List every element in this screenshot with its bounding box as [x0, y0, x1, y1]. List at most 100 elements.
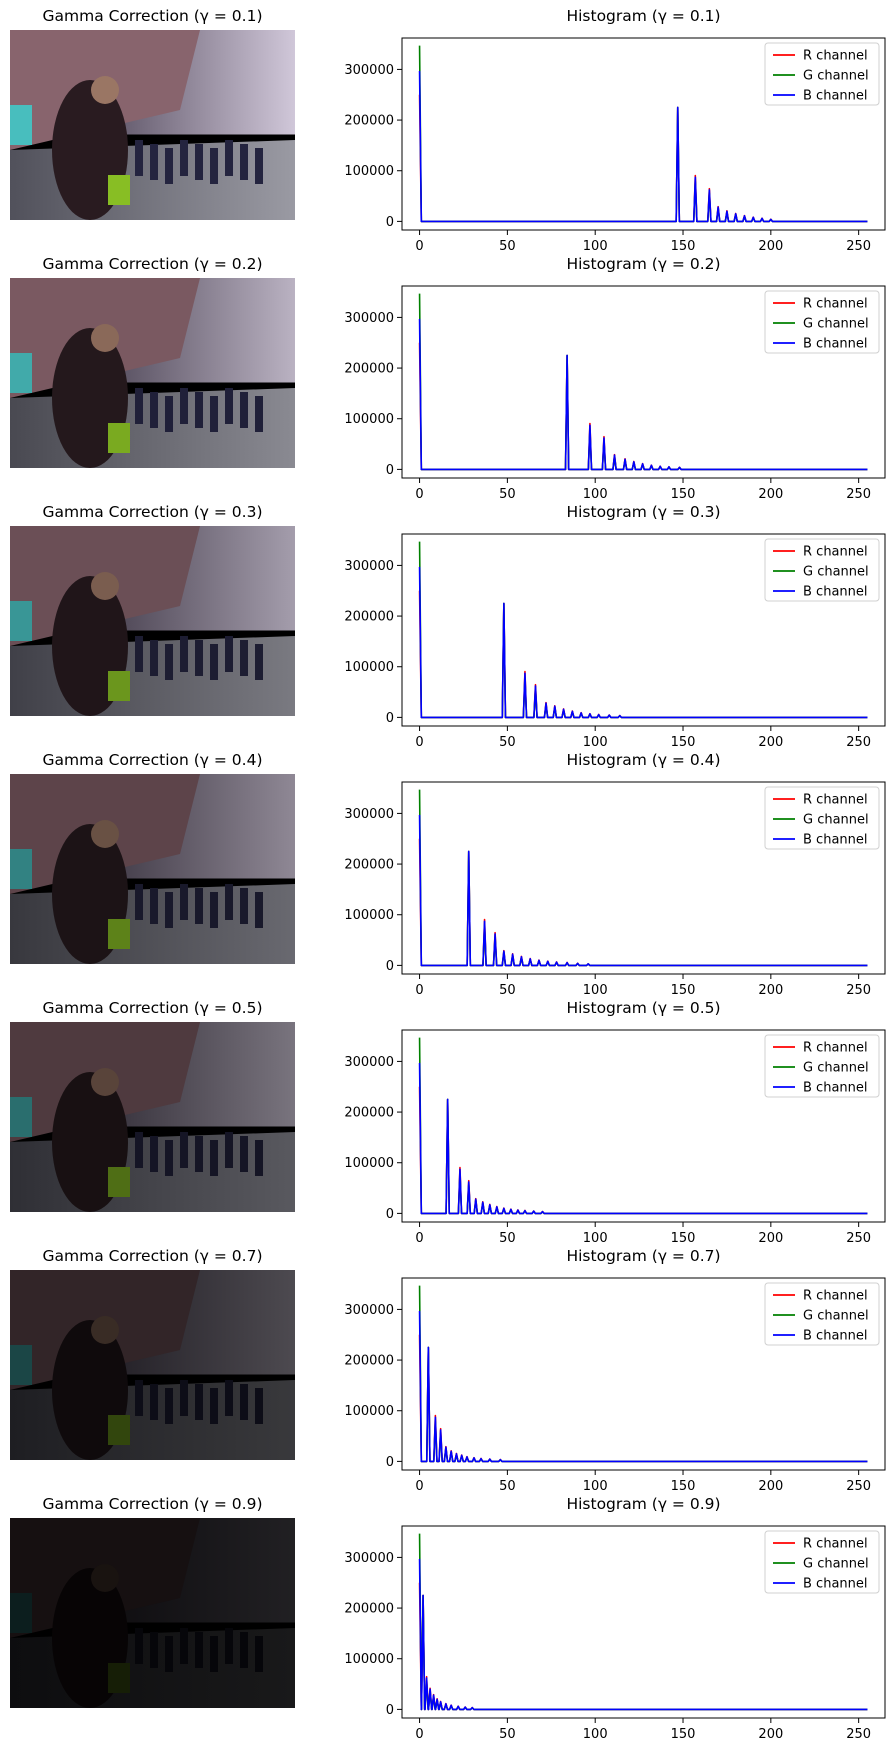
y-tick-label: 100000	[344, 908, 394, 923]
x-tick-label: 0	[415, 1231, 423, 1246]
legend: R channel G channel B channel	[764, 42, 880, 106]
y-tick-label: 300000	[344, 559, 394, 574]
x-tick-label: 100	[583, 1479, 608, 1494]
x-tick-label: 100	[583, 1231, 608, 1246]
x-tick-label: 50	[499, 1727, 516, 1740]
legend: R channel G channel B channel	[764, 538, 880, 602]
histogram-title: Histogram (γ = 0.5)	[566, 999, 720, 1017]
legend-label: B channel	[803, 337, 868, 352]
y-tick-label: 200000	[344, 362, 394, 377]
x-tick-label: 200	[758, 735, 783, 750]
x-tick-label: 50	[499, 1479, 516, 1494]
x-tick-label: 50	[499, 239, 516, 254]
legend: R channel G channel B channel	[764, 1282, 880, 1346]
x-tick-label: 0	[415, 239, 423, 254]
legend-label: R channel	[803, 1537, 868, 1552]
x-tick-label: 200	[758, 1727, 783, 1740]
histogram-title: Histogram (γ = 0.4)	[566, 751, 720, 769]
gamma-image-0.5	[10, 1022, 295, 1212]
gamma-image-0.1	[10, 30, 295, 220]
x-tick-label: 50	[499, 735, 516, 750]
y-tick-label: 100000	[344, 412, 394, 427]
legend-label: G channel	[803, 69, 869, 84]
x-tick-label: 50	[499, 983, 516, 998]
x-tick-label: 150	[671, 983, 696, 998]
image-title: Gamma Correction (γ = 0.3)	[42, 503, 262, 521]
x-tick-label: 200	[758, 983, 783, 998]
histogram-axes-0.2: 0 50 100 150 200 250 0 100000 200000 300000	[344, 285, 886, 502]
x-tick-label: 150	[671, 735, 696, 750]
gamma-image-0.4	[10, 774, 295, 964]
legend-label: G channel	[803, 813, 869, 828]
histogram-title: Histogram (γ = 0.7)	[566, 1247, 720, 1265]
x-tick-label: 150	[671, 239, 696, 254]
histogram-title: Histogram (γ = 0.9)	[566, 1495, 720, 1513]
series-line-b	[418, 1062, 868, 1215]
x-tick-label: 250	[846, 487, 871, 502]
x-tick-label: 250	[846, 1231, 871, 1246]
y-tick-label: 300000	[344, 1303, 394, 1318]
series-line-b	[418, 318, 868, 471]
y-tick-label: 300000	[344, 1551, 394, 1566]
legend-label: B channel	[803, 1081, 868, 1096]
y-tick-label: 200000	[344, 610, 394, 625]
legend: R channel G channel B channel	[764, 290, 880, 354]
series-line-b	[418, 70, 868, 223]
y-tick-label: 200000	[344, 1602, 394, 1617]
legend-label: R channel	[803, 49, 868, 64]
x-tick-label: 150	[671, 487, 696, 502]
histogram-title: Histogram (γ = 0.2)	[566, 255, 720, 273]
gamma-image-0.7	[10, 1270, 295, 1460]
y-tick-label: 0	[386, 959, 394, 974]
y-tick-label: 200000	[344, 858, 394, 873]
x-tick-label: 0	[415, 1727, 423, 1740]
y-tick-label: 100000	[344, 660, 394, 675]
image-title: Gamma Correction (γ = 0.4)	[42, 751, 262, 769]
legend-label: G channel	[803, 565, 869, 580]
y-tick-label: 0	[386, 1703, 394, 1718]
legend-label: R channel	[803, 1041, 868, 1056]
y-tick-label: 0	[386, 1207, 394, 1222]
image-title: Gamma Correction (γ = 0.1)	[42, 7, 262, 25]
series-line-b	[418, 1310, 868, 1463]
x-tick-label: 250	[846, 735, 871, 750]
x-tick-label: 250	[846, 1479, 871, 1494]
legend-label: B channel	[803, 1577, 868, 1592]
legend-label: B channel	[803, 585, 868, 600]
x-tick-label: 100	[583, 735, 608, 750]
legend-label: B channel	[803, 89, 868, 104]
legend-label: G channel	[803, 317, 869, 332]
legend: R channel G channel B channel	[764, 1034, 880, 1098]
gamma-image-0.9	[10, 1518, 295, 1708]
image-title: Gamma Correction (γ = 0.2)	[42, 255, 262, 273]
series-line-b	[418, 1558, 868, 1711]
x-tick-label: 0	[415, 735, 423, 750]
x-tick-label: 0	[415, 983, 423, 998]
x-tick-label: 100	[583, 239, 608, 254]
legend-label: R channel	[803, 297, 868, 312]
series-line-b	[418, 566, 868, 719]
x-tick-label: 150	[671, 1479, 696, 1494]
y-tick-label: 0	[386, 215, 394, 230]
y-tick-label: 300000	[344, 1055, 394, 1070]
y-tick-label: 0	[386, 711, 394, 726]
x-tick-label: 200	[758, 239, 783, 254]
x-tick-label: 50	[499, 1231, 516, 1246]
legend-label: R channel	[803, 793, 868, 808]
x-tick-label: 100	[583, 1727, 608, 1740]
legend: R channel G channel B channel	[764, 1530, 880, 1594]
x-tick-label: 50	[499, 487, 516, 502]
y-tick-label: 200000	[344, 1354, 394, 1369]
legend-label: G channel	[803, 1061, 869, 1076]
x-tick-label: 150	[671, 1727, 696, 1740]
legend-label: B channel	[803, 1329, 868, 1344]
legend-label: G channel	[803, 1557, 869, 1572]
x-tick-label: 150	[671, 1231, 696, 1246]
y-tick-label: 100000	[344, 164, 394, 179]
y-tick-label: 0	[386, 1455, 394, 1470]
y-tick-label: 200000	[344, 1106, 394, 1121]
legend-label: B channel	[803, 833, 868, 848]
y-tick-label: 200000	[344, 114, 394, 129]
y-tick-label: 300000	[344, 807, 394, 822]
